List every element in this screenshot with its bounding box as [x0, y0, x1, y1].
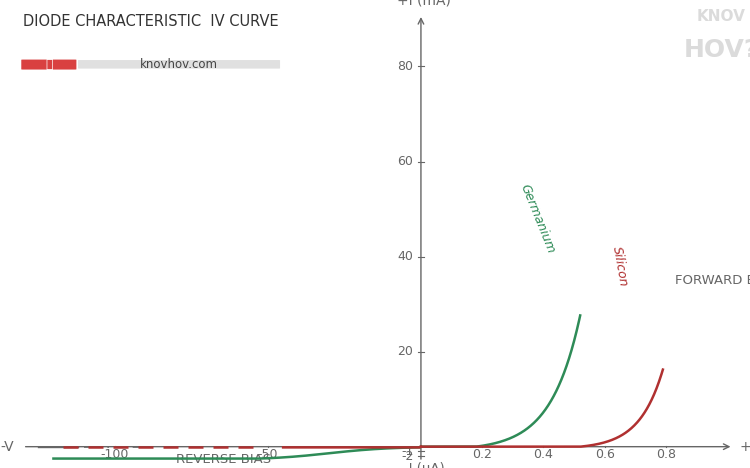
Text: FORWARD BIAS: FORWARD BIAS [675, 274, 750, 287]
Text: +V: +V [740, 439, 750, 453]
Text: 0.8: 0.8 [656, 448, 676, 461]
Text: DIODE CHARACTERISTIC  IV CURVE: DIODE CHARACTERISTIC IV CURVE [22, 14, 278, 29]
Text: +I (mA): +I (mA) [397, 0, 451, 7]
Text: 0.2: 0.2 [472, 448, 492, 461]
Text: -2: -2 [401, 450, 413, 463]
Text: -V: -V [0, 439, 13, 453]
Text: KNOV: KNOV [697, 9, 746, 24]
Text: ⌕: ⌕ [45, 58, 53, 71]
Text: knovhov.com: knovhov.com [140, 58, 218, 71]
Text: 0.4: 0.4 [533, 448, 554, 461]
Text: 0.6: 0.6 [595, 448, 615, 461]
Text: -I (μA): -I (μA) [404, 462, 444, 468]
FancyBboxPatch shape [21, 59, 76, 70]
Text: REVERSE BIAS: REVERSE BIAS [176, 453, 271, 466]
Text: Silicon: Silicon [610, 245, 630, 287]
Text: 20: 20 [398, 345, 413, 358]
Text: -1: -1 [401, 445, 413, 458]
Text: HOV?: HOV? [683, 38, 750, 62]
Text: 40: 40 [398, 250, 413, 263]
Text: Germanium: Germanium [518, 182, 557, 255]
Text: -100: -100 [100, 448, 129, 461]
Text: 60: 60 [398, 155, 413, 168]
FancyBboxPatch shape [78, 60, 280, 69]
Text: -50: -50 [257, 448, 278, 461]
Text: 80: 80 [398, 60, 413, 73]
